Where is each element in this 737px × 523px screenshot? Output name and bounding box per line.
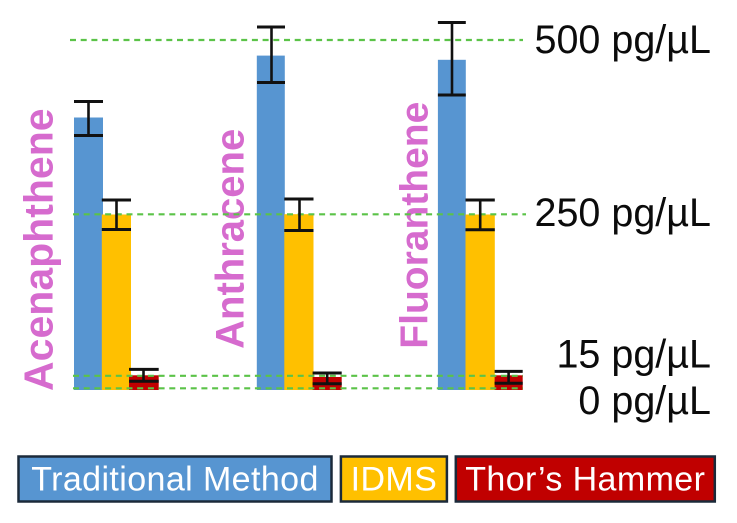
svg-text:15 pg/µL: 15 pg/µL bbox=[556, 332, 711, 376]
svg-text:Acenaphthene: Acenaphthene bbox=[16, 108, 62, 391]
svg-text:Traditional Method: Traditional Method bbox=[31, 461, 319, 499]
svg-text:500 pg/µL: 500 pg/µL bbox=[534, 18, 711, 62]
svg-text:Fluoranthene: Fluoranthene bbox=[394, 102, 437, 349]
svg-text:IDMS: IDMS bbox=[351, 461, 438, 499]
svg-text:Anthracene: Anthracene bbox=[209, 129, 253, 349]
svg-text:0 pg/µL: 0 pg/µL bbox=[578, 379, 711, 423]
svg-text:250 pg/µL: 250 pg/µL bbox=[534, 191, 711, 235]
svg-text:Thor’s Hammer: Thor’s Hammer bbox=[465, 461, 705, 499]
